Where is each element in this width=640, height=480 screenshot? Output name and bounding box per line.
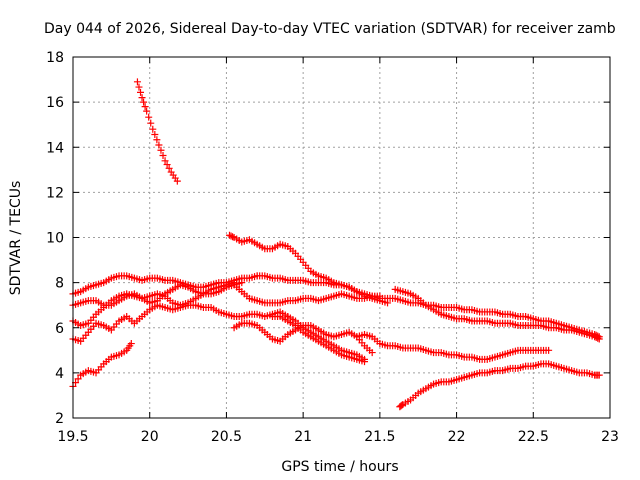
data-point <box>163 161 171 169</box>
series-arc-7 <box>225 231 392 307</box>
series-arc-2 <box>69 340 135 390</box>
y-tick-label: 4 <box>55 366 64 382</box>
data-point <box>595 371 603 379</box>
y-tick-label: 10 <box>46 231 64 247</box>
data-point <box>361 355 369 363</box>
series-arc-6 <box>69 301 292 345</box>
data-point <box>591 333 599 341</box>
x-tick-label: 21 <box>294 429 312 445</box>
data-point <box>227 232 235 240</box>
data-point <box>149 125 157 133</box>
data-point <box>545 346 553 354</box>
data-point <box>376 292 384 300</box>
data-point <box>225 231 233 239</box>
data-point <box>229 233 237 241</box>
chart-title: Day 044 of 2026, Sidereal Day-to-day VTE… <box>44 21 616 37</box>
data-point <box>173 177 181 185</box>
y-tick-label: 8 <box>55 276 64 292</box>
data-point <box>143 107 151 115</box>
data-point <box>594 334 602 342</box>
data-point <box>595 335 603 343</box>
y-tick-label: 18 <box>46 50 64 66</box>
data-point <box>157 146 165 154</box>
x-tick-label: 20.5 <box>211 429 242 445</box>
x-tick-label: 20 <box>141 429 159 445</box>
y-tick-label: 12 <box>46 185 64 201</box>
data-point <box>145 113 153 121</box>
data-point <box>133 78 141 86</box>
x-tick-label: 21.5 <box>364 429 395 445</box>
data-point <box>140 98 148 106</box>
series-arc-1 <box>133 78 181 185</box>
data-point <box>155 141 163 149</box>
series-arc-11 <box>230 319 376 357</box>
data-point <box>141 103 149 111</box>
data-point <box>153 136 161 144</box>
series-arc-9 <box>230 281 384 307</box>
series-arc-10 <box>391 285 603 343</box>
x-tick-label: 22 <box>448 429 466 445</box>
axis-ticks: 19.5 20 20.5 21 21.5 22 22.5 23 2 4 6 8 10 12 14 16 18 <box>46 50 619 445</box>
data-point <box>127 340 135 348</box>
data-point <box>165 164 173 172</box>
data-point <box>135 83 143 91</box>
series-arc-15 <box>396 360 603 411</box>
x-tick-label: 23 <box>601 429 619 445</box>
y-tick-label: 2 <box>55 411 64 427</box>
y-tick-label: 6 <box>55 321 64 337</box>
series-arc-12 <box>268 312 369 366</box>
y-axis-label: SDTVAR / TECUs <box>8 181 24 296</box>
y-tick-label: 14 <box>46 140 64 156</box>
data-point <box>368 349 376 357</box>
x-tick-label: 19.5 <box>57 429 88 445</box>
data-point <box>159 152 167 160</box>
data-point <box>238 279 246 287</box>
data-point <box>161 157 169 165</box>
data-point <box>137 88 145 96</box>
data-point <box>592 334 600 342</box>
data-point <box>151 130 159 138</box>
y-tick-label: 16 <box>46 95 64 111</box>
data-point <box>147 119 155 127</box>
data-point <box>138 94 146 102</box>
data-points <box>69 78 603 411</box>
data-point <box>398 401 406 409</box>
x-tick-label: 22.5 <box>518 429 549 445</box>
series-arc-13 <box>284 312 369 363</box>
series-arc-5 <box>69 279 238 329</box>
data-point <box>74 375 82 383</box>
series-arc-14 <box>353 331 553 363</box>
grid-lines <box>73 57 610 418</box>
x-axis-label: GPS time / hours <box>281 459 398 475</box>
